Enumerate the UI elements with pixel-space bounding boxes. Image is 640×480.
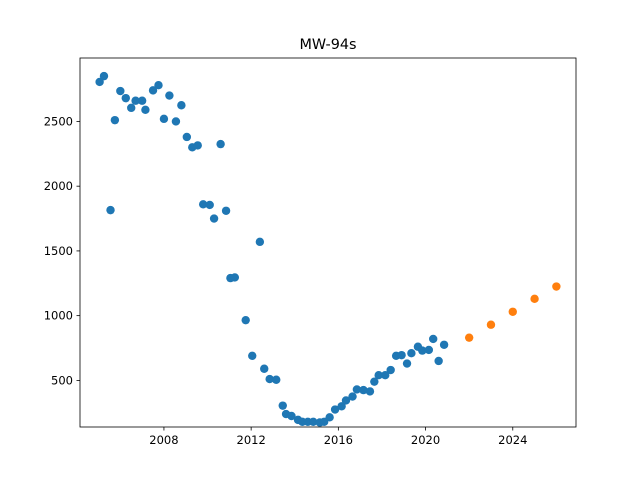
series-1-point-33 (278, 401, 287, 410)
y-tick-label: 500 (51, 373, 73, 387)
series-1-point-61 (429, 334, 438, 344)
series-1-point-63 (439, 340, 449, 349)
series-1-point-9 (137, 96, 147, 105)
series-1-point-51 (374, 371, 383, 380)
series-1-point-43 (330, 405, 340, 414)
series-1-point-10 (141, 105, 150, 114)
series-2-point-3 (508, 307, 517, 316)
series-1-point-39 (309, 417, 318, 427)
series-1-point-2 (99, 71, 109, 81)
series-1-point-59 (418, 346, 427, 355)
series-1-point-44 (337, 402, 346, 411)
x-tick-label: 2008 (149, 433, 178, 447)
series-1-point-23 (216, 139, 225, 149)
x-tick-label: 2016 (324, 433, 353, 447)
series-1-point-45 (341, 396, 351, 405)
series-1-point-3 (106, 205, 115, 215)
series-1-point-13 (159, 114, 169, 124)
series-2-point-4 (530, 294, 539, 304)
series-1-point-5 (116, 86, 125, 96)
y-tick-label: 2000 (44, 179, 73, 193)
series-1-point-12 (154, 80, 163, 90)
plot-area-frame (79, 57, 577, 428)
series-1-point-52 (381, 371, 390, 380)
series-2-point-2 (486, 320, 496, 329)
x-tick-label: 2024 (498, 433, 527, 447)
series-1-point-47 (352, 385, 362, 394)
y-axis: 500 1000 1500 2000 2500 (44, 114, 80, 387)
chart-title: MW-94s (299, 37, 356, 53)
x-tick-label: 2012 (237, 433, 266, 447)
series-1-point-28 (248, 351, 257, 360)
series-1-point-49 (365, 387, 375, 396)
series-1-point-32 (272, 375, 281, 384)
series-1-point-53 (386, 365, 395, 375)
series-1-point-21 (205, 200, 214, 210)
series-1-point-14 (165, 91, 174, 100)
series-1-point-8 (131, 96, 140, 105)
series-1-point-26 (230, 273, 239, 282)
series-1-point-22 (209, 214, 219, 223)
series-1-point-50 (370, 377, 379, 386)
series-2-point-1 (464, 333, 474, 342)
series-1-point-57 (407, 349, 416, 358)
series-1-point-16 (177, 101, 186, 110)
series-1-point-27 (241, 315, 250, 325)
scatter-points (95, 71, 561, 427)
series-1-point-55 (397, 350, 406, 360)
series-1-point-20 (198, 200, 208, 209)
series-2-point-5 (552, 282, 561, 291)
series-1-point-24 (221, 206, 231, 215)
series-1-point-19 (193, 141, 202, 150)
series-1-point-35 (287, 411, 296, 421)
series-1-point-46 (348, 392, 357, 401)
x-tick-label: 2020 (411, 433, 440, 447)
y-tick-label: 1000 (44, 309, 73, 323)
series-1-point-15 (171, 117, 181, 126)
series-1-point-11 (148, 86, 158, 95)
series-1-point-29 (255, 237, 265, 247)
series-1-point-30 (260, 364, 269, 373)
series-1-point-7 (127, 103, 136, 113)
series-1-point-31 (265, 374, 274, 384)
series-1-point-56 (402, 359, 412, 368)
series-1-point-60 (424, 345, 434, 355)
series-1-point-6 (121, 93, 130, 103)
x-axis: 2008 2012 2016 2020 2024 (149, 427, 527, 447)
series-1-point-48 (359, 385, 368, 395)
series-1-point-4 (110, 115, 120, 125)
y-tick-label: 2500 (44, 114, 73, 128)
series-1-point-1 (95, 77, 104, 87)
series-1-point-62 (434, 356, 443, 366)
series-1-point-17 (182, 132, 192, 142)
y-tick-label: 1500 (44, 244, 73, 258)
series-1-point-42 (325, 413, 334, 422)
